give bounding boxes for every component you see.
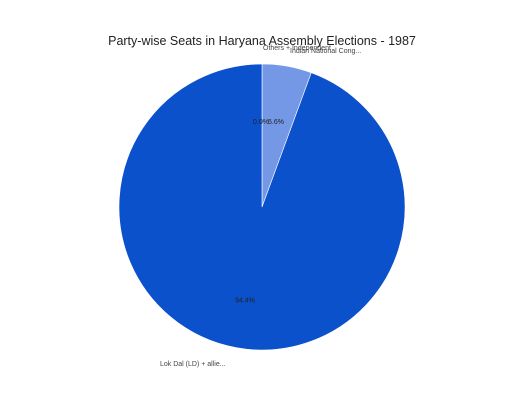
pie-slice-labels: 5.6% 94.4% 0.0% (235, 119, 284, 305)
pie-outer-labels: Indian National Cong... Lok Dal (LD) + al… (160, 45, 361, 368)
pie-slice-category-label: Others + Independent (263, 45, 331, 52)
pie-slices (118, 63, 406, 351)
chart-title: Party-wise Seats in Haryana Assembly Ele… (108, 34, 416, 48)
pie-slice-category-label: Lok Dal (LD) + allie... (160, 361, 226, 368)
pie-slice-percent-label: 0.0% (253, 119, 269, 126)
pie-slice-category-label: Indian National Cong... (290, 48, 361, 55)
pie-slice-percent-label: 5.6% (268, 119, 284, 126)
pie-slice (118, 63, 406, 351)
pie-slice-percent-label: 94.4% (235, 298, 255, 305)
